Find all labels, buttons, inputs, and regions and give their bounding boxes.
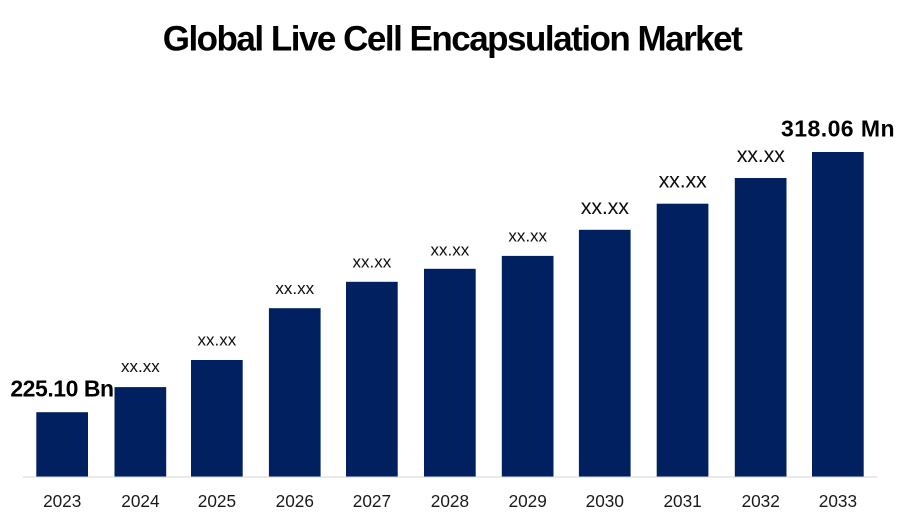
svg-text:225.10 Bn: 225.10 Bn [10, 376, 113, 402]
svg-text:xx.xx: xx.xx [659, 169, 707, 193]
svg-text:xx.xx: xx.xx [121, 357, 160, 376]
svg-text:2025: 2025 [198, 491, 236, 511]
svg-text:Global Live Cell Encapsulation: Global Live Cell Encapsulation Market [163, 20, 743, 59]
svg-text:2029: 2029 [509, 491, 547, 511]
svg-text:2027: 2027 [353, 491, 391, 511]
svg-text:2023: 2023 [43, 491, 81, 511]
svg-text:xx.xx: xx.xx [581, 195, 629, 219]
svg-text:xx.xx: xx.xx [431, 240, 470, 259]
svg-text:318.06 Mn: 318.06 Mn [781, 116, 895, 142]
svg-text:2032: 2032 [742, 491, 780, 511]
svg-text:2028: 2028 [431, 491, 469, 511]
svg-text:xx.xx: xx.xx [508, 226, 547, 245]
svg-text:2033: 2033 [819, 491, 857, 511]
svg-text:2024: 2024 [121, 491, 160, 511]
svg-text:2030: 2030 [586, 491, 624, 511]
svg-text:xx.xx: xx.xx [737, 143, 785, 167]
svg-text:2031: 2031 [663, 491, 701, 511]
svg-text:xx.xx: xx.xx [275, 279, 314, 298]
svg-text:xx.xx: xx.xx [353, 253, 392, 272]
svg-text:2026: 2026 [276, 491, 314, 511]
svg-text:xx.xx: xx.xx [198, 331, 237, 350]
